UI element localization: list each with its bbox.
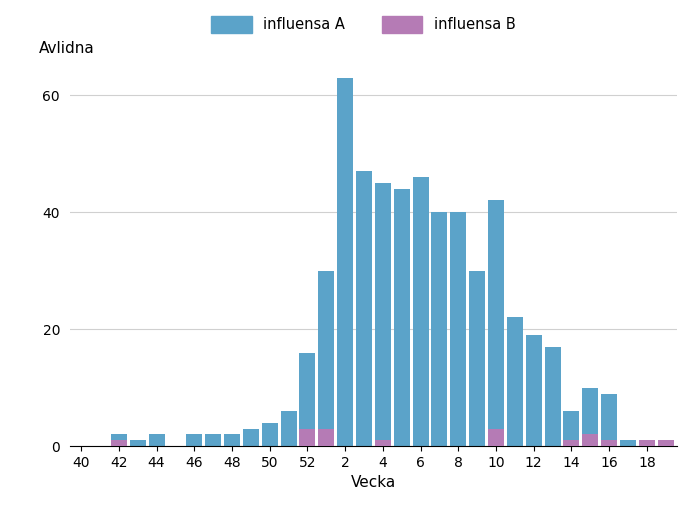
Legend: influensa A, influensa B: influensa A, influensa B [211, 16, 516, 33]
Bar [507, 317, 523, 446]
Bar [601, 393, 617, 446]
Bar [526, 335, 542, 446]
Bar [469, 271, 485, 446]
Bar [582, 388, 598, 446]
Bar [111, 440, 127, 446]
Bar [639, 440, 655, 446]
Bar [299, 428, 315, 446]
Bar [281, 411, 297, 446]
Bar [299, 352, 315, 446]
Bar [318, 428, 334, 446]
Bar [582, 434, 598, 446]
Bar [375, 183, 391, 446]
Bar [186, 434, 202, 446]
Bar [149, 434, 165, 446]
Bar [205, 434, 221, 446]
Bar [563, 411, 579, 446]
Bar [431, 212, 447, 446]
Text: Avlidna: Avlidna [38, 41, 94, 56]
Bar [337, 78, 353, 446]
Bar [413, 177, 429, 446]
Bar [356, 171, 372, 446]
Bar [394, 189, 410, 446]
Bar [488, 428, 504, 446]
Bar [450, 212, 466, 446]
Bar [620, 440, 636, 446]
Bar [224, 434, 240, 446]
Bar [130, 440, 146, 446]
Bar [563, 440, 579, 446]
Bar [601, 440, 617, 446]
Bar [375, 440, 391, 446]
Bar [262, 423, 278, 446]
Bar [243, 428, 259, 446]
Bar [488, 200, 504, 446]
Bar [318, 271, 334, 446]
Bar [544, 347, 560, 446]
Bar [658, 440, 674, 446]
Bar [111, 434, 127, 446]
X-axis label: Vecka: Vecka [351, 476, 396, 490]
